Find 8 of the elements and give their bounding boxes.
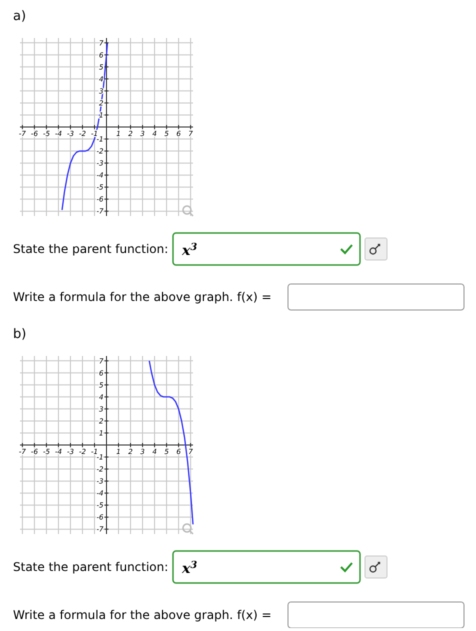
text: x$^{3}$ — [181, 242, 198, 259]
text: State the parent function: — [13, 560, 168, 574]
text: Write a formula for the above graph. f(x) = — [13, 608, 272, 622]
text: x$^{3}$ — [181, 560, 198, 577]
chart-title: b) — [13, 327, 26, 342]
text: Write a formula for the above graph. f(x) = — [13, 290, 272, 304]
chart-title: a) — [13, 9, 26, 24]
text: State the parent function: — [13, 242, 168, 256]
